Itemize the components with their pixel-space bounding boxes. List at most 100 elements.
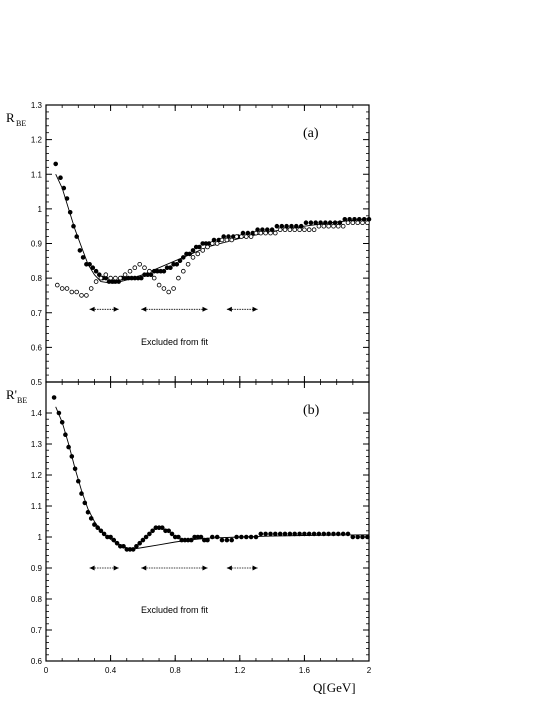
data-point-filled (272, 531, 278, 537)
data-point-filled (345, 531, 351, 537)
y-tick-label: 1.4 (31, 409, 43, 418)
y-tick-label: 0.9 (31, 564, 43, 573)
data-point-open (282, 227, 288, 233)
y-tick-label: 0.9 (31, 240, 43, 249)
arrow-left (89, 565, 95, 571)
data-point-open (292, 227, 298, 233)
data-point-filled (121, 543, 126, 549)
data-point-filled (61, 185, 67, 191)
y-tick-label: 1.3 (31, 101, 43, 110)
x-axis-title: Q[GeV] (313, 680, 356, 695)
panel-a-points (53, 161, 372, 298)
data-point-open (297, 227, 302, 233)
data-point-filled (219, 537, 225, 543)
data-point-filled (297, 531, 302, 537)
data-point-filled (331, 531, 336, 537)
data-point-filled (282, 531, 288, 537)
panel-b-excluded-arrows (89, 565, 258, 571)
data-point-filled (340, 531, 346, 537)
data-point-filled (350, 534, 356, 540)
data-point-filled (306, 531, 312, 537)
data-point-filled (51, 395, 57, 400)
arrow-left (141, 565, 147, 571)
panel-b-fit-curve (55, 406, 370, 550)
data-point-filled (189, 537, 194, 543)
data-point-filled (224, 537, 230, 543)
y-tick-label: 1 (38, 533, 43, 542)
data-point-open (248, 234, 254, 239)
data-point-open (268, 230, 273, 236)
y-tick-label: 0.6 (31, 657, 43, 666)
data-point-open (239, 234, 244, 239)
data-point-open (122, 272, 128, 278)
data-point-filled (79, 491, 84, 496)
data-point-open (200, 248, 206, 253)
data-point-filled (177, 258, 183, 264)
data-point-filled (150, 528, 155, 534)
y-tick-label: 0.8 (31, 274, 43, 283)
arrow-right (202, 565, 208, 571)
data-point-open (132, 265, 138, 271)
panel-a-label: (a) (303, 126, 319, 141)
data-point-filled (268, 531, 273, 537)
data-point-filled (58, 175, 63, 181)
arrow-left (141, 306, 147, 312)
data-point-open (74, 289, 79, 295)
x-tick-label: 1.2 (234, 666, 246, 675)
panel-b-points (51, 395, 370, 552)
data-point-filled (160, 525, 165, 530)
data-point-open (340, 223, 346, 229)
data-point-filled (111, 537, 117, 543)
data-point-filled (287, 531, 293, 537)
data-point-open (272, 230, 278, 236)
data-point-open (306, 227, 312, 233)
data-point-open (181, 268, 186, 274)
y-tick-label: 0.7 (31, 626, 43, 635)
data-point-filled (190, 248, 196, 253)
x-tick-label: 2 (367, 666, 372, 675)
data-point-filled (253, 534, 259, 540)
arrow-left (226, 306, 232, 312)
arrow-left (226, 565, 232, 571)
panel-a-annotation: Excluded from fit (141, 337, 209, 347)
data-point-filled (90, 265, 96, 271)
data-point-open (156, 282, 162, 288)
data-point-filled (59, 419, 65, 425)
data-point-filled (239, 534, 244, 540)
panel-a: 0.5 0.6 0.7 0.8 0.9 1 1.1 1.2 1.3 R BE (a) Exclu… (6, 101, 372, 387)
data-point-open (219, 237, 225, 243)
y-tick-label: 1.3 (31, 440, 43, 449)
x-tick-label: 0 (44, 666, 49, 675)
fit-curve (55, 174, 370, 284)
data-point-filled (321, 531, 327, 537)
data-point-open (331, 223, 336, 229)
y-tick-label: 1.2 (31, 471, 43, 480)
data-point-filled (161, 268, 167, 274)
data-point-filled (85, 509, 91, 515)
data-point-filled (53, 161, 58, 167)
data-point-filled (77, 248, 83, 253)
data-point-filled (234, 534, 239, 540)
data-point-filled (326, 531, 331, 537)
data-point-filled (342, 217, 348, 222)
data-point-open (277, 227, 283, 233)
data-point-open (253, 230, 259, 236)
data-point-open (142, 265, 147, 271)
data-point-open (161, 286, 167, 291)
arrow-right (202, 306, 208, 312)
arrow-right (113, 306, 119, 312)
data-point-filled (197, 244, 202, 250)
data-point-filled (308, 220, 314, 226)
data-point-open (244, 234, 249, 239)
panel-a-fit-curve (55, 174, 370, 284)
data-point-filled (56, 410, 62, 416)
data-point-open (302, 227, 307, 233)
panel-b-ticks: 0.6 0.7 0.8 0.9 1 1.1 1.2 1.3 1.4 0 0.4 0.8 1.2 1.6 2 (31, 382, 372, 675)
data-point-filled (169, 531, 175, 537)
data-point-filled (66, 444, 71, 450)
data-point-open (214, 241, 220, 246)
data-point-open (113, 275, 118, 281)
data-point-filled (244, 534, 249, 540)
data-point-open (176, 275, 181, 281)
data-point-filled (229, 537, 235, 543)
